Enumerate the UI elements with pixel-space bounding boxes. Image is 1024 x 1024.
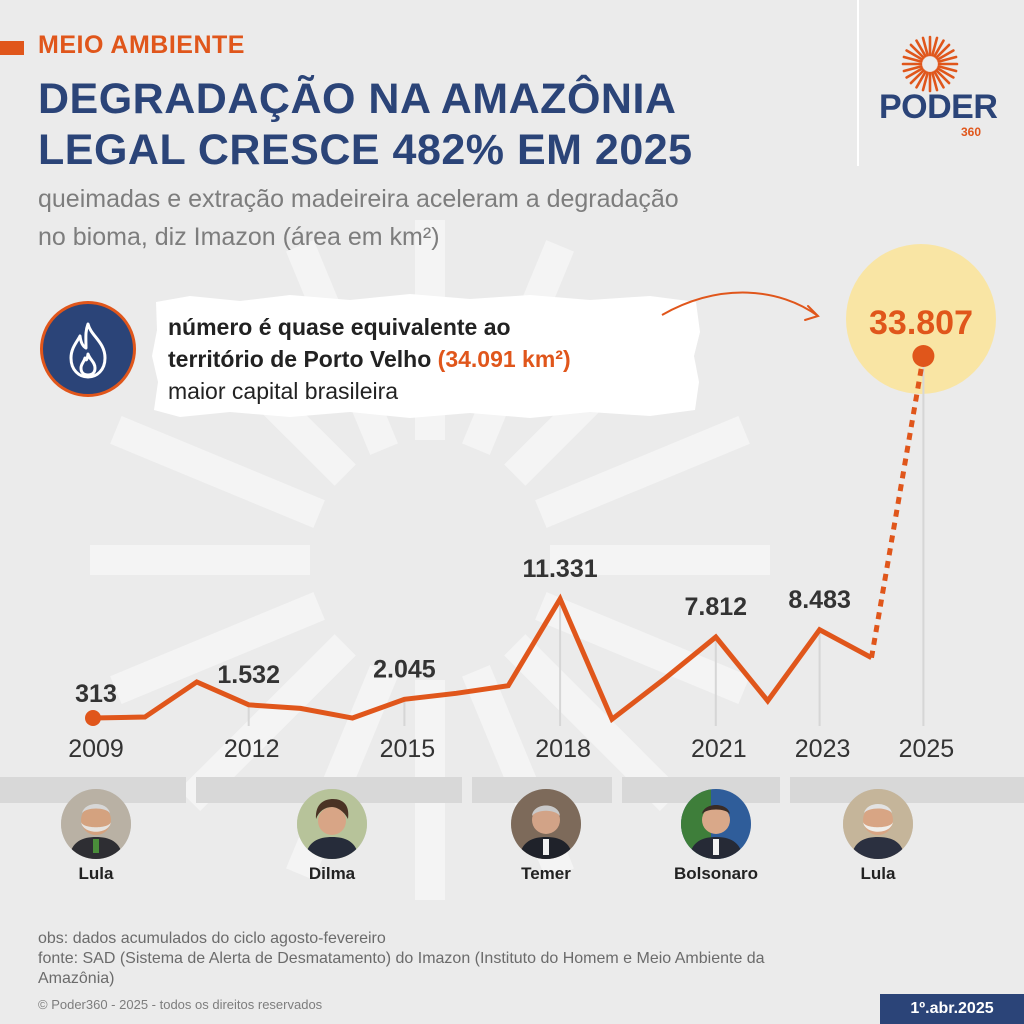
copyright: © Poder360 - 2025 - todos os direitos re…: [38, 997, 323, 1012]
sunburst-ray: [110, 416, 325, 528]
date-badge: 1º.abr.2025: [880, 994, 1024, 1024]
callout-line-1: número é quase equivalente ao: [168, 314, 511, 340]
sun-logo-icon: [901, 35, 959, 93]
sun-ray: [935, 69, 951, 85]
president-name: Bolsonaro: [673, 864, 759, 883]
bolsonaro-portrait: [681, 789, 751, 859]
data-label: 2.045: [373, 655, 436, 683]
sun-ray: [933, 70, 945, 89]
point-2025: [912, 345, 935, 367]
degradation-line-chart: 313 1.532 2.045 11.331 7.812 8.483 2009 2012 201…: [68, 291, 955, 763]
flame-badge: [40, 301, 136, 397]
sun-ray: [921, 71, 929, 92]
x-tick-label: 2009: [68, 735, 124, 763]
headline-line-2: LEGAL CRESCE 482% EM 2025: [38, 126, 693, 174]
source-line-1: fonte: SAD (Sistema de Alerta de Desmata…: [38, 950, 765, 967]
subtitle: queimadas e extração madeireira aceleram…: [38, 180, 838, 256]
data-label: 7.812: [685, 593, 748, 621]
callout-paper-background: [152, 294, 700, 418]
sunburst-ray: [535, 592, 750, 704]
section-label: MEIO AMBIENTE: [38, 31, 245, 59]
sun-ray: [905, 67, 924, 79]
sunburst-ray: [178, 634, 356, 812]
lula-portrait-2: [843, 789, 913, 859]
value-label-2025: 33.807: [869, 304, 973, 342]
president-name: Lula: [860, 864, 896, 883]
x-tick-label: 2015: [380, 735, 436, 763]
data-label: 11.331: [523, 555, 598, 583]
data-label: 8.483: [788, 586, 851, 614]
headline: DEGRADAÇÃO NA AMAZÔNIA LEGAL CRESCE 482%…: [38, 74, 778, 176]
point-2009: [85, 710, 101, 726]
sun-ray: [933, 39, 945, 58]
term-strip-lula-2: [790, 777, 1024, 803]
sun-ray: [935, 43, 951, 59]
logo-number: 360: [961, 125, 982, 139]
x-tick-label: 2018: [535, 735, 591, 763]
callout-arrow: [661, 291, 819, 317]
sun-ray: [915, 70, 927, 89]
sun-ray: [902, 65, 923, 73]
sun-ray: [909, 69, 925, 85]
obs-note: obs: dados acumulados do ciclo agosto-fe…: [38, 930, 386, 947]
callout-line-2: território de Porto Velho (34.091 km²): [168, 346, 571, 372]
sun-ray: [909, 43, 925, 59]
porto-velho-area: (34.091 km²): [437, 346, 571, 372]
subtitle-line-1: queimadas e extração madeireira aceleram…: [38, 185, 679, 213]
sun-ray: [915, 39, 927, 58]
data-label: 313: [75, 680, 117, 708]
sunburst-ray: [535, 416, 750, 528]
x-tick-label: 2023: [795, 735, 851, 763]
flame-icon: [69, 322, 107, 379]
x-tick-label: 2012: [224, 735, 280, 763]
data-label: 1.532: [217, 661, 280, 689]
logo-divider: [857, 0, 859, 166]
subtitle-line-2: no bioma, diz Imazon (área em km²): [38, 223, 440, 251]
sun-ray: [937, 65, 958, 73]
lula-portrait: [61, 789, 131, 859]
dilma-portrait: [297, 789, 367, 859]
sun-ray: [937, 55, 958, 63]
sun-ray: [936, 67, 955, 79]
president-name: Temer: [521, 864, 571, 883]
sunburst-ray: [504, 634, 682, 812]
headline-line-1: DEGRADAÇÃO NA AMAZÔNIA: [38, 75, 677, 123]
callout-arrowhead: [804, 305, 820, 321]
series-line: [92, 593, 873, 724]
callout-text: número é quase equivalente ao território…: [168, 311, 688, 407]
callout-line-3: maior capital brasileira: [168, 378, 399, 404]
sunburst-ray: [110, 592, 325, 704]
sun-ray: [931, 71, 939, 92]
sun-ray: [936, 49, 955, 61]
sun-ray: [905, 49, 924, 61]
x-tick-label: 2021: [691, 735, 747, 763]
president-name: Dilma: [308, 864, 356, 883]
president-name: Lula: [78, 864, 114, 883]
temer-portrait: [511, 789, 581, 859]
sun-ray: [921, 36, 929, 57]
source-line-2: Amazônia): [38, 970, 115, 987]
x-tick-label: 2025: [899, 735, 955, 763]
sun-ray: [931, 36, 939, 57]
sun-ray: [902, 55, 923, 63]
series-projection-segment: [869, 355, 926, 659]
logo-wordmark: PODER: [879, 88, 998, 126]
section-marker: [0, 41, 24, 55]
